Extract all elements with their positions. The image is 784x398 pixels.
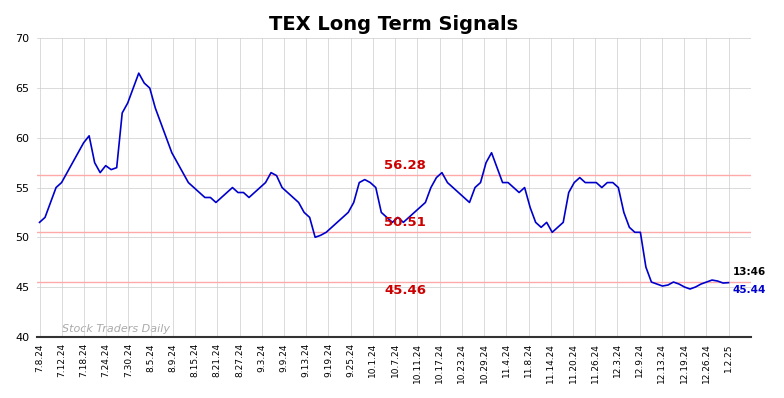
Text: 50.51: 50.51 xyxy=(384,216,426,229)
Text: 56.28: 56.28 xyxy=(384,159,426,172)
Text: 45.44: 45.44 xyxy=(733,285,767,295)
Text: 45.46: 45.46 xyxy=(384,284,426,297)
Text: Stock Traders Daily: Stock Traders Daily xyxy=(62,324,170,334)
Title: TEX Long Term Signals: TEX Long Term Signals xyxy=(269,15,518,34)
Text: 13:46: 13:46 xyxy=(733,267,766,277)
